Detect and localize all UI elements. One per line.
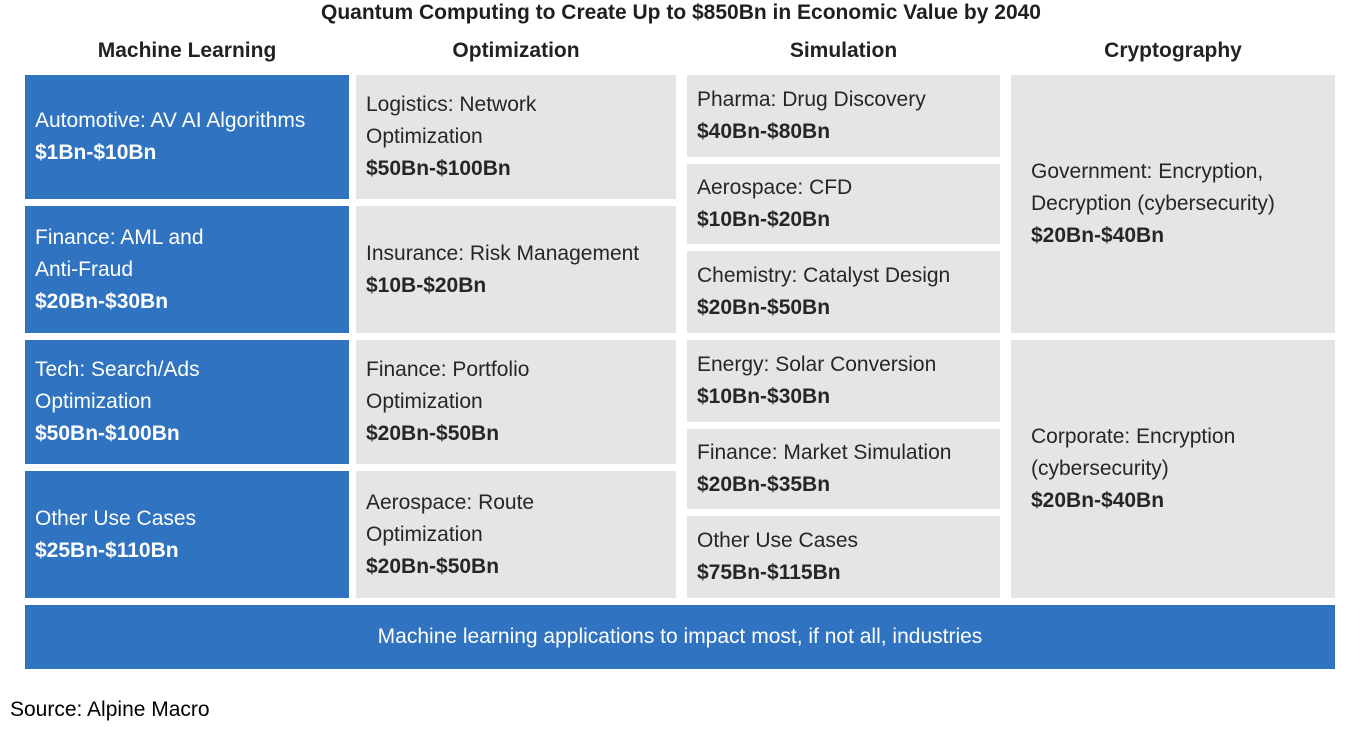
opt-cell-finance: Finance: Portfolio Optimization $20Bn-$5… [356,340,676,464]
cell-label: Chemistry: Catalyst Design [697,264,951,287]
cell-value: $50Bn-$100Bn [35,422,180,445]
cell-label: Corporate: Encryption (cybersecurity) [1031,425,1236,480]
cell-label: Aerospace: Route Optimization [366,490,535,546]
cell-label: Energy: Solar Conversion [697,353,937,376]
sim-cell-finance: Finance: Market Simulation $20Bn-$35Bn [687,429,1000,509]
ml-cell-tech: Tech: Search/Ads Optimization $50Bn-$100… [25,340,349,464]
cell-label: Tech: Search/Ads Optimization [35,358,200,413]
cell-label: Insurance: Risk Management [366,241,640,265]
sim-cell-chemistry: Chemistry: Catalyst Design $20Bn-$50Bn [687,251,1000,333]
cell-value: $20Bn-$30Bn [35,289,169,313]
cell-value: $20Bn-$40Bn [1031,224,1165,247]
cell-value: $20Bn-$50Bn [366,422,500,445]
cell-value: $20Bn-$50Bn [366,554,500,578]
column-header-optimization: Optimization [452,39,580,62]
cell-value: $75Bn-$115Bn [697,561,841,584]
cell-label: Finance: Portfolio Optimization [366,358,530,413]
cell-value: $10Bn-$20Bn [697,208,831,231]
cell-value: $40Bn-$80Bn [697,120,831,143]
ml-cell-other: Other Use Cases $25Bn-$110Bn [25,471,349,598]
cell-value: $10Bn-$30Bn [697,385,831,408]
cell-label: Other Use Cases [697,529,859,552]
cell-label: Pharma: Drug Discovery [697,88,926,111]
cell-label: Finance: AML and Anti-Fraud [35,225,204,281]
cell-label: Aerospace: CFD [697,176,853,199]
cell-value: $20Bn-$35Bn [697,473,831,496]
cell-label: Logistics: Network Optimization [366,93,537,148]
cell-value: $10B-$20Bn [366,273,487,297]
cell-value: $20Bn-$50Bn [697,296,831,319]
cell-value: $25Bn-$110Bn [35,538,179,562]
sim-cell-energy: Energy: Solar Conversion $10Bn-$30Bn [687,340,1000,422]
column-header-simulation: Simulation [789,39,898,62]
cell-label: Finance: Market Simulation [697,441,952,464]
column-header-cryptography: Cryptography [1104,39,1242,62]
cell-value: $50Bn-$100Bn [366,157,511,180]
crypto-cell-government: Government: Encryption, Decryption (cybe… [1011,75,1335,333]
ml-cell-finance: Finance: AML and Anti-Fraud $20Bn-$30Bn [25,206,349,333]
cell-label: Automotive: AV AI Algorithms [35,109,306,132]
opt-cell-logistics: Logistics: Network Optimization $50Bn-$1… [356,75,676,199]
column-header-machine-learning: Machine Learning [97,39,277,62]
source-note: Source: Alpine Macro [10,698,210,721]
sim-cell-pharma: Pharma: Drug Discovery $40Bn-$80Bn [687,75,1000,157]
footer-banner: Machine learning applications to impact … [25,605,1335,669]
sim-cell-other: Other Use Cases $75Bn-$115Bn [687,516,1000,598]
crypto-cell-corporate: Corporate: Encryption (cybersecurity) $2… [1011,340,1335,598]
cell-label: Government: Encryption, Decryption (cybe… [1031,160,1275,215]
ml-cell-automotive: Automotive: AV AI Algorithms $1Bn-$10Bn [25,75,349,199]
opt-cell-aerospace: Aerospace: Route Optimization $20Bn-$50B… [356,471,676,598]
chart-title: Quantum Computing to Create Up to $850Bn… [321,1,1041,24]
cell-value: $1Bn-$10Bn [35,141,157,164]
sim-cell-aerospace: Aerospace: CFD $10Bn-$20Bn [687,164,1000,244]
opt-cell-insurance: Insurance: Risk Management $10B-$20Bn [356,206,676,333]
cell-value: $20Bn-$40Bn [1031,489,1165,512]
cell-label: Other Use Cases [35,506,197,530]
